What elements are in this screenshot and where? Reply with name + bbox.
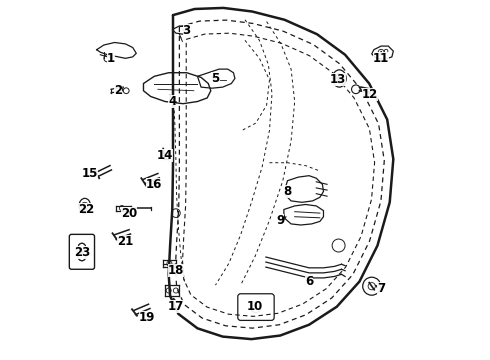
Text: 19: 19 (139, 311, 155, 324)
Text: 16: 16 (146, 178, 163, 191)
Text: 2: 2 (114, 84, 122, 97)
Text: 13: 13 (330, 73, 346, 86)
Text: 14: 14 (157, 149, 173, 162)
Text: 6: 6 (305, 275, 313, 288)
Text: 7: 7 (377, 282, 385, 295)
Text: 3: 3 (183, 24, 191, 37)
Text: 17: 17 (168, 300, 184, 313)
Text: 8: 8 (283, 185, 292, 198)
Text: 22: 22 (78, 203, 94, 216)
Text: 23: 23 (74, 246, 91, 259)
Text: 9: 9 (276, 214, 284, 227)
Text: 5: 5 (211, 72, 220, 85)
Text: 4: 4 (168, 95, 176, 108)
Text: 20: 20 (121, 207, 137, 220)
Text: 21: 21 (118, 235, 134, 248)
Text: 1: 1 (107, 52, 115, 65)
Text: 10: 10 (247, 300, 263, 313)
Text: 11: 11 (373, 52, 389, 65)
Text: 12: 12 (362, 88, 378, 101)
Text: 18: 18 (168, 264, 184, 277)
Text: 15: 15 (81, 167, 98, 180)
